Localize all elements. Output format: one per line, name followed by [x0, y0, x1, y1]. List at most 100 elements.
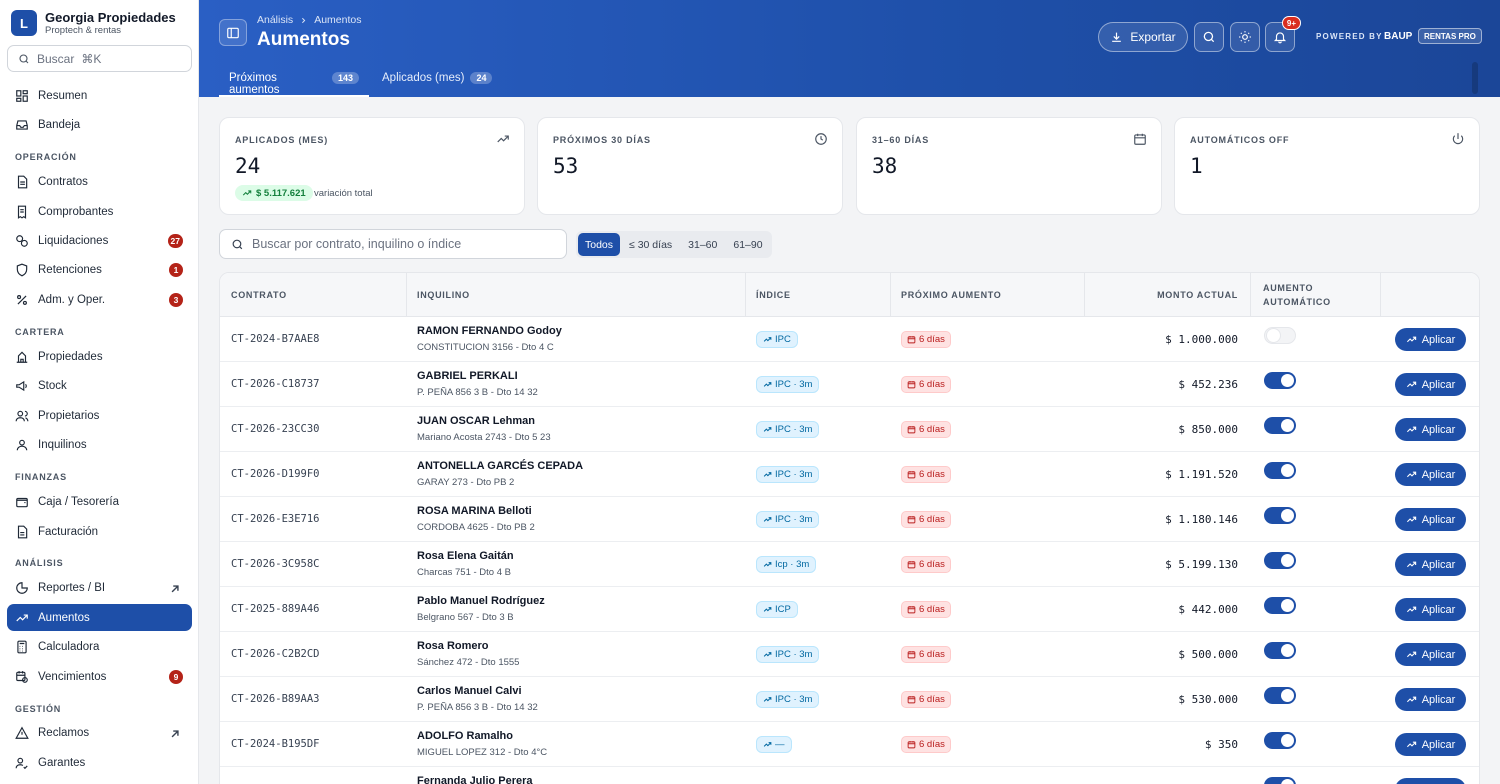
auto-increase-toggle[interactable]	[1264, 552, 1296, 569]
table-row[interactable]: CT-2026-C2B2CD Rosa Romero Sánchez 472 - D…	[220, 632, 1479, 677]
apply-button[interactable]: Aplicar	[1395, 328, 1466, 351]
apply-button[interactable]: Aplicar	[1395, 553, 1466, 576]
nav-liquidaciones[interactable]: Liquidaciones 27	[7, 227, 192, 254]
header-scrollbar[interactable]	[1472, 62, 1478, 94]
notifications-button[interactable]: 9+	[1265, 16, 1301, 52]
brand[interactable]: L Georgia Propiedades Proptech & rentas	[11, 10, 176, 36]
auto-increase-toggle[interactable]	[1264, 417, 1296, 434]
apply-button[interactable]: Aplicar	[1395, 373, 1466, 396]
search-button[interactable]	[1194, 22, 1224, 52]
nav-aumentos[interactable]: Aumentos	[7, 604, 192, 631]
nav-contratos[interactable]: Contratos	[7, 168, 192, 195]
tenant-name[interactable]: ANTONELLA GARCÉS CEPADA	[417, 460, 584, 472]
contract-id[interactable]: CT-2026-B89AA3	[231, 693, 320, 705]
nav-calculadora[interactable]: Calculadora	[7, 633, 192, 660]
tenant-name[interactable]: ADOLFO Ramalho	[417, 730, 513, 742]
tenant-name[interactable]: Pablo Manuel Rodríguez	[417, 595, 545, 607]
column-header-monto-actual[interactable]: MONTO ACTUAL	[1157, 290, 1238, 300]
column-header-proximo-aumento[interactable]: PRÓXIMO AUMENTO	[901, 290, 1002, 300]
nav-bandeja[interactable]: Bandeja	[7, 111, 192, 138]
section-title-cartera: CARTERA	[15, 327, 65, 337]
filter-30-dias[interactable]: ≤ 30 días	[629, 238, 673, 251]
auto-increase-toggle[interactable]	[1264, 597, 1296, 614]
auto-increase-toggle[interactable]	[1264, 732, 1296, 749]
auto-increase-toggle[interactable]	[1264, 462, 1296, 479]
nav-retenciones[interactable]: Retenciones 1	[7, 256, 192, 283]
table-row[interactable]: CT-2026-B89AA3 Carlos Manuel Calvi P. PEÑA…	[220, 677, 1479, 722]
auto-increase-toggle[interactable]	[1264, 687, 1296, 704]
contract-id[interactable]: CT-2026-23CC30	[231, 423, 320, 435]
table-row[interactable]: CT-2026-C18737 GABRIEL PERKALI P. PEÑA 856…	[220, 362, 1479, 407]
tenant-name[interactable]: Rosa Romero	[417, 640, 489, 652]
apply-label: Aplicar	[1421, 603, 1456, 616]
column-header-inquilino[interactable]: INQUILINO	[417, 290, 470, 300]
nav-adm-oper[interactable]: Adm. y Oper. 3	[7, 286, 192, 313]
tenant-name[interactable]: RAMON FERNANDO Godoy	[417, 325, 562, 337]
apply-button[interactable]: Aplicar	[1395, 418, 1466, 441]
auto-increase-toggle[interactable]	[1264, 777, 1296, 784]
contract-id[interactable]: CT-2024-B195DF	[231, 738, 320, 750]
auto-increase-toggle[interactable]	[1264, 642, 1296, 659]
contract-id[interactable]: CT-2025-889A46	[231, 603, 320, 615]
column-header-contrato[interactable]: CONTRATO	[231, 290, 287, 300]
table-row[interactable]: CT-2026-23CC30 JUAN OSCAR Lehman Mariano A…	[220, 407, 1479, 452]
table-row[interactable]: CT-2026-3C958C Rosa Elena Gaitán Charcas 7…	[220, 542, 1479, 587]
tenant-name[interactable]: Rosa Elena Gaitán	[417, 550, 514, 562]
contract-id[interactable]: CT-2026-3C958C	[231, 558, 320, 570]
theme-toggle-button[interactable]	[1230, 22, 1260, 52]
apply-button[interactable]: Aplicar	[1395, 688, 1466, 711]
breadcrumb-item[interactable]: Análisis	[257, 14, 294, 26]
tab-aplicados-mes[interactable]: Aplicados (mes) 24	[372, 67, 502, 97]
nav-garantes[interactable]: Garantes	[7, 749, 192, 776]
auto-increase-toggle[interactable]	[1264, 327, 1296, 344]
nav-label: Reclamos	[38, 726, 90, 739]
nav-resumen[interactable]: Resumen	[7, 82, 192, 109]
nav-inquilinos[interactable]: Inquilinos	[7, 431, 192, 458]
nav-propiedades[interactable]: Propiedades	[7, 343, 192, 370]
table-row[interactable]: Fernanda Julio Perera Aplicar	[220, 767, 1479, 784]
contract-id[interactable]: CT-2026-C18737	[231, 378, 320, 390]
table-row[interactable]: CT-2026-D199F0 ANTONELLA GARCÉS CEPADA GAR…	[220, 452, 1479, 497]
tenant-name[interactable]: Fernanda Julio Perera	[417, 775, 533, 784]
apply-button[interactable]: Aplicar	[1395, 643, 1466, 666]
apply-button[interactable]: Aplicar	[1395, 733, 1466, 756]
auto-increase-toggle[interactable]	[1264, 507, 1296, 524]
breadcrumb: Análisis Aumentos	[257, 14, 361, 26]
tenant-name[interactable]: GABRIEL PERKALI	[417, 370, 518, 382]
nav-propietarios[interactable]: Propietarios	[7, 402, 192, 429]
tenant-name[interactable]: ROSA MARINA Belloti	[417, 505, 532, 517]
apply-button[interactable]: Aplicar	[1395, 778, 1466, 784]
table-row[interactable]: CT-2025-889A46 Pablo Manuel Rodríguez Belg…	[220, 587, 1479, 632]
filter-61-90[interactable]: 61–90	[733, 238, 763, 251]
contract-id[interactable]: CT-2026-E3E716	[231, 513, 320, 525]
table-row[interactable]: CT-2026-E3E716 ROSA MARINA Belloti CORDOBA…	[220, 497, 1479, 542]
apply-button[interactable]: Aplicar	[1395, 508, 1466, 531]
tenant-name[interactable]: JUAN OSCAR Lehman	[417, 415, 535, 427]
nav-vencimientos[interactable]: Vencimientos 9	[7, 663, 192, 690]
sidebar-toggle-button[interactable]	[219, 19, 247, 46]
contract-id[interactable]: CT-2024-B7AAE8	[231, 333, 320, 345]
table-row[interactable]: CT-2024-B195DF ADOLFO Ramalho MIGUEL LOPEZ…	[220, 722, 1479, 767]
nav-reclamos[interactable]: Reclamos	[7, 719, 192, 746]
apply-button[interactable]: Aplicar	[1395, 463, 1466, 486]
nav-facturacion[interactable]: Facturación	[7, 518, 192, 545]
tenant-name[interactable]: Carlos Manuel Calvi	[417, 685, 522, 697]
export-button[interactable]: Exportar	[1098, 22, 1188, 52]
auto-increase-toggle[interactable]	[1264, 372, 1296, 389]
property-address: P. PEÑA 856 3 B - Dto 14 32	[417, 702, 538, 713]
contract-id[interactable]: CT-2026-C2B2CD	[231, 648, 320, 660]
filter-31-60[interactable]: 31–60	[688, 238, 718, 251]
nav-stock[interactable]: Stock	[7, 372, 192, 399]
nav-caja-tesoreria[interactable]: Caja / Tesorería	[7, 488, 192, 515]
table-row[interactable]: CT-2024-B7AAE8 RAMON FERNANDO Godoy CONSTI…	[220, 317, 1479, 362]
column-header-indice[interactable]: ÍNDICE	[756, 290, 791, 300]
nav-reportes-bi[interactable]: Reportes / BI	[7, 574, 192, 601]
contract-id[interactable]: CT-2026-D199F0	[231, 468, 320, 480]
table-search-input[interactable]: Buscar por contrato, inquilino o índice	[219, 229, 567, 259]
filter-todos[interactable]: Todos	[578, 233, 621, 256]
sidebar-search[interactable]: Buscar ⌘K	[7, 45, 192, 72]
apply-button[interactable]: Aplicar	[1395, 598, 1466, 621]
nav-comprobantes[interactable]: Comprobantes	[7, 198, 192, 225]
column-header-aumento-automatico[interactable]: AUMENTO AUTOMÁTICO	[1263, 281, 1331, 309]
tab-proximos-aumentos[interactable]: Próximos aumentos 143	[219, 67, 369, 97]
